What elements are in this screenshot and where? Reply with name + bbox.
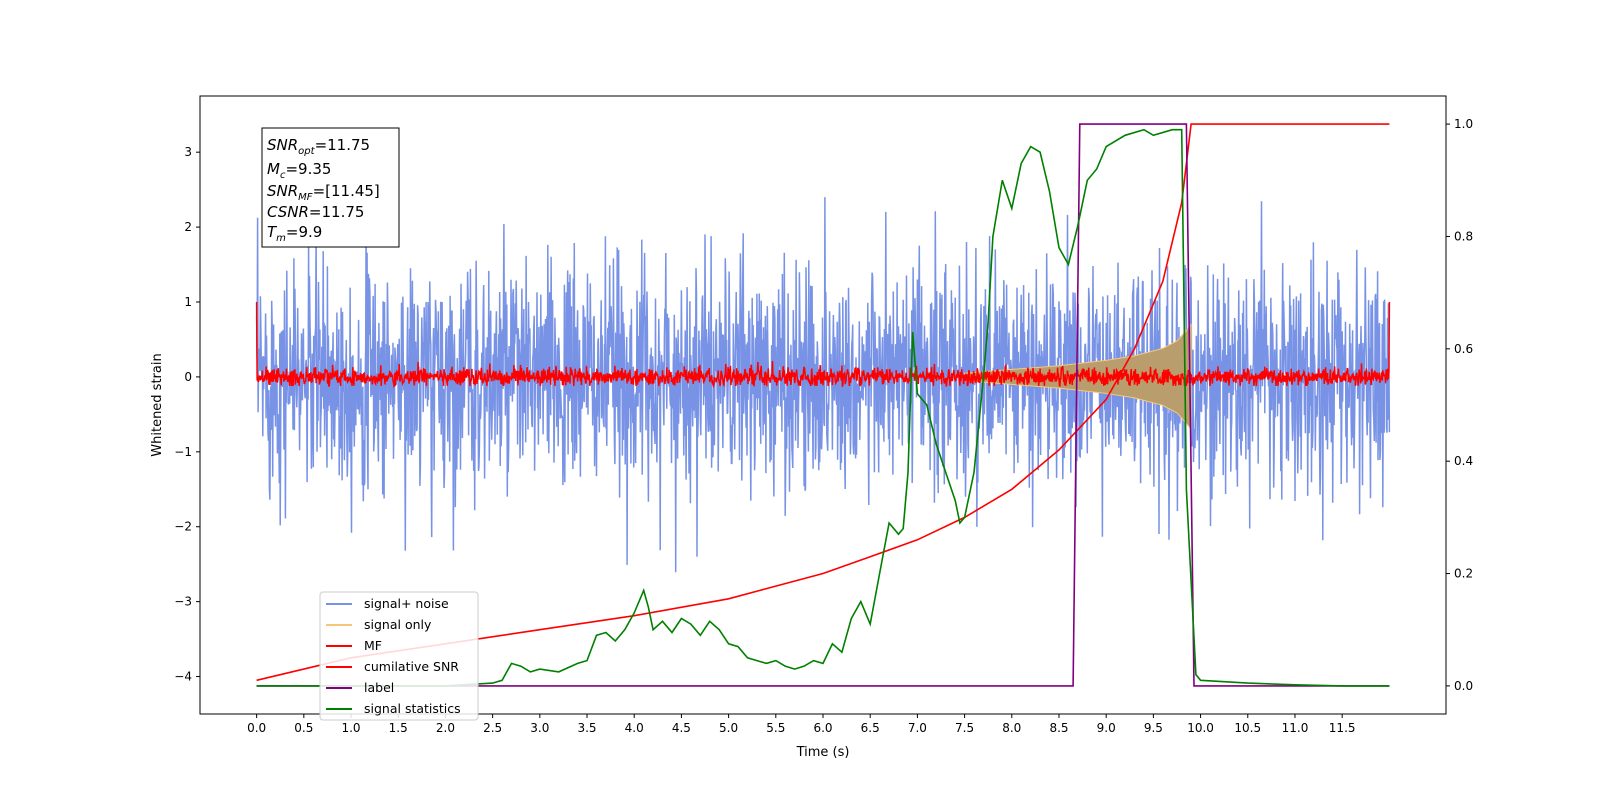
series-label-line	[256, 123, 1390, 687]
y-tick-label: 1	[184, 295, 192, 309]
y-tick-label: 0	[184, 370, 192, 384]
x-tick-label: 2.5	[483, 721, 502, 735]
y-axis-label: Whitened strain	[150, 353, 165, 456]
x-tick-label: 4.0	[625, 721, 644, 735]
legend: signal+ noise signal only MF cumilative SNR…	[319, 591, 479, 721]
legend-label: MF	[364, 638, 382, 653]
x-tick-label: 5.0	[719, 721, 738, 735]
annotation-snr-opt: SNRopt=11.75	[267, 136, 370, 157]
annotation-csnr: CSNR=11.75	[267, 203, 364, 221]
x-tick-label: 9.0	[1097, 721, 1116, 735]
stats-annotation: SNRopt=11.75 Mc=9.35 SNRMF=[11.45] CSNR=…	[261, 127, 400, 248]
x-axis-label: Time (s)	[796, 745, 850, 760]
series-mf-line	[255, 301, 1391, 389]
y-right-tick-label: 0.8	[1454, 229, 1473, 243]
y-tick-label: −4	[174, 670, 192, 684]
x-tick-label: 5.5	[766, 721, 785, 735]
x-tick-label: 0.0	[247, 721, 266, 735]
y-right-tick-label: 0.6	[1454, 342, 1473, 356]
x-tick-label: 11.5	[1329, 721, 1356, 735]
x-tick-label: 3.0	[530, 721, 549, 735]
annotation-mc: Mc=9.35	[267, 160, 331, 181]
x-tick-label: 3.5	[577, 721, 596, 735]
x-tick-label: 8.0	[1002, 721, 1021, 735]
annotation-tm: Tm=9.9	[267, 223, 322, 244]
x-tick-label: 2.0	[436, 721, 455, 735]
x-tick-label: 0.5	[294, 721, 313, 735]
x-tick-label: 1.5	[389, 721, 408, 735]
legend-label: cumilative SNR	[364, 659, 459, 674]
x-tick-label: 8.5	[1049, 721, 1068, 735]
y-tick-label: 3	[184, 145, 192, 159]
y-right-tick-label: 0.2	[1454, 567, 1473, 581]
y-right-tick-label: 0.4	[1454, 454, 1473, 468]
legend-label: label	[364, 680, 394, 695]
legend-label: signal statistics	[364, 701, 461, 716]
series-signal-statistics-line	[256, 128, 1390, 687]
x-tick-label: 10.5	[1234, 721, 1261, 735]
x-tick-label: 6.5	[861, 721, 880, 735]
series-signal-noise-line	[255, 197, 1391, 573]
y-tick-label: 2	[184, 220, 192, 234]
x-tick-label: 6.0	[813, 721, 832, 735]
x-tick-label: 10.0	[1187, 721, 1214, 735]
legend-box	[319, 591, 479, 721]
y-right-tick-label: 1.0	[1454, 117, 1473, 131]
annotation-snr-mf: SNRMF=[11.45]	[267, 182, 380, 203]
x-tick-label: 7.5	[955, 721, 974, 735]
x-tick-label: 4.5	[672, 721, 691, 735]
legend-label: signal+ noise	[364, 596, 449, 611]
x-tick-label: 7.0	[908, 721, 927, 735]
y-tick-label: −1	[174, 445, 192, 459]
legend-label: signal only	[364, 617, 432, 632]
y-right-tick-label: 0.0	[1454, 679, 1473, 693]
series-cumulative-snr-line	[256, 123, 1390, 682]
annotation-box	[261, 127, 400, 248]
y-tick-label: −2	[174, 520, 192, 534]
y-tick-label: −3	[174, 595, 192, 609]
x-tick-label: 11.0	[1282, 721, 1309, 735]
x-tick-label: 9.5	[1144, 721, 1163, 735]
x-tick-label: 1.0	[341, 721, 360, 735]
